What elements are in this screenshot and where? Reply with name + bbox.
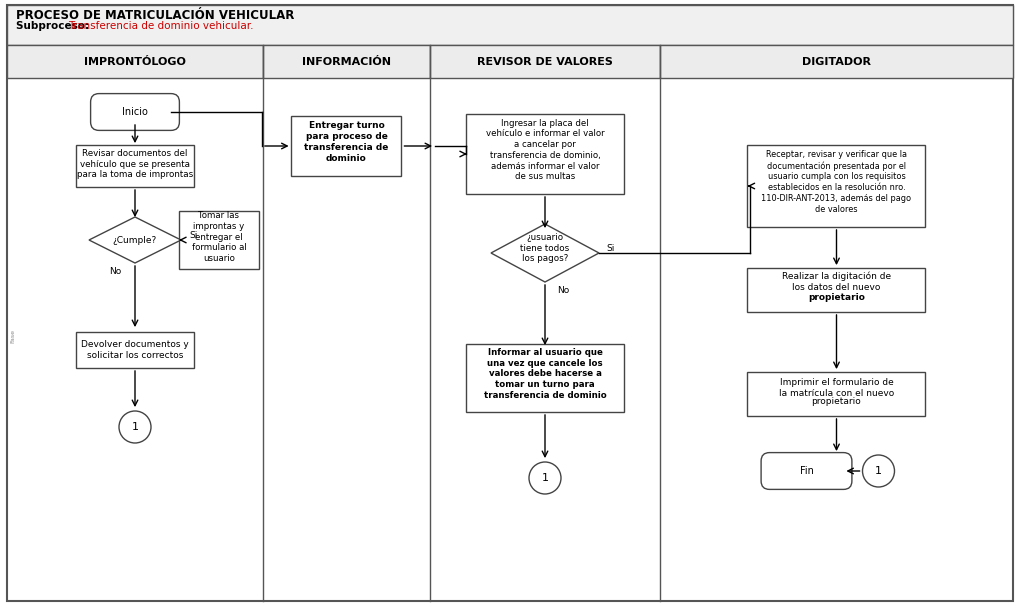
Text: Devolver documentos y
solicitar los correctos: Devolver documentos y solicitar los corr… (82, 340, 189, 360)
Text: 1: 1 (131, 422, 139, 432)
Text: Revisar documentos del
vehículo que se presenta
para la toma de improntas: Revisar documentos del vehículo que se p… (76, 148, 193, 179)
Circle shape (862, 455, 894, 487)
FancyBboxPatch shape (91, 93, 179, 130)
Text: Entregar turno
para proceso de
transferencia de
dominio: Entregar turno para proceso de transfere… (304, 121, 388, 162)
Polygon shape (490, 224, 598, 282)
Text: REVISOR DE VALORES: REVISOR DE VALORES (477, 56, 612, 67)
Polygon shape (89, 217, 180, 263)
FancyBboxPatch shape (747, 145, 924, 227)
Text: Realizar la digitación de
los datos del nuevo: Realizar la digitación de los datos del … (782, 272, 891, 292)
FancyBboxPatch shape (178, 211, 259, 269)
Text: Fin: Fin (799, 466, 812, 476)
Circle shape (529, 462, 560, 494)
Text: No: No (109, 267, 121, 276)
Text: Informar al usuario que
una vez que cancele los
valores debe hacerse a
tomar un : Informar al usuario que una vez que canc… (483, 348, 605, 400)
Text: Subproceso:: Subproceso: (16, 21, 96, 31)
Text: Transferencia de dominio vehicular.: Transferencia de dominio vehicular. (68, 21, 254, 31)
FancyBboxPatch shape (76, 145, 194, 187)
FancyBboxPatch shape (466, 344, 624, 412)
FancyBboxPatch shape (291, 116, 401, 176)
FancyBboxPatch shape (263, 45, 430, 78)
Text: PROCESO DE MATRICULACIÓN VEHICULAR: PROCESO DE MATRICULACIÓN VEHICULAR (16, 9, 294, 22)
Text: Tomar las
improntas y
entregar el
formulario al
usuario: Tomar las improntas y entregar el formul… (192, 211, 247, 263)
FancyBboxPatch shape (760, 453, 851, 490)
Text: Si: Si (189, 230, 198, 239)
Text: DIGITADOR: DIGITADOR (801, 56, 870, 67)
Text: Ingresar la placa del
vehículo e informar el valor
a cancelar por
transferencia : Ingresar la placa del vehículo e informa… (485, 119, 603, 181)
Text: 1: 1 (874, 466, 881, 476)
FancyBboxPatch shape (76, 332, 194, 368)
Text: Si: Si (605, 244, 613, 253)
Circle shape (119, 411, 151, 443)
FancyBboxPatch shape (430, 45, 659, 78)
Text: Fase: Fase (10, 329, 15, 343)
FancyBboxPatch shape (7, 5, 1012, 45)
FancyBboxPatch shape (659, 45, 1012, 78)
FancyBboxPatch shape (7, 45, 263, 78)
Text: No: No (556, 285, 569, 295)
FancyBboxPatch shape (7, 5, 1012, 601)
Text: propietario: propietario (811, 398, 860, 407)
Text: ¿usuario
tiene todos
los pagos?: ¿usuario tiene todos los pagos? (520, 233, 569, 263)
Text: propietario: propietario (807, 293, 864, 302)
Text: Receptar, revisar y verificar que la
documentación presentada por el
usuario cum: Receptar, revisar y verificar que la doc… (761, 150, 911, 214)
Text: Inicio: Inicio (122, 107, 148, 117)
FancyBboxPatch shape (747, 268, 924, 312)
Text: 1: 1 (541, 473, 548, 483)
FancyBboxPatch shape (466, 114, 624, 194)
Text: IMPRONTÓLOGO: IMPRONTÓLOGO (84, 56, 185, 67)
Text: INFORMACIÓN: INFORMACIÓN (302, 56, 390, 67)
Text: ¿Cumple?: ¿Cumple? (113, 236, 157, 244)
FancyBboxPatch shape (747, 372, 924, 416)
Text: Imprimir el formulario de
la matrícula con el nuevo: Imprimir el formulario de la matrícula c… (779, 378, 894, 398)
